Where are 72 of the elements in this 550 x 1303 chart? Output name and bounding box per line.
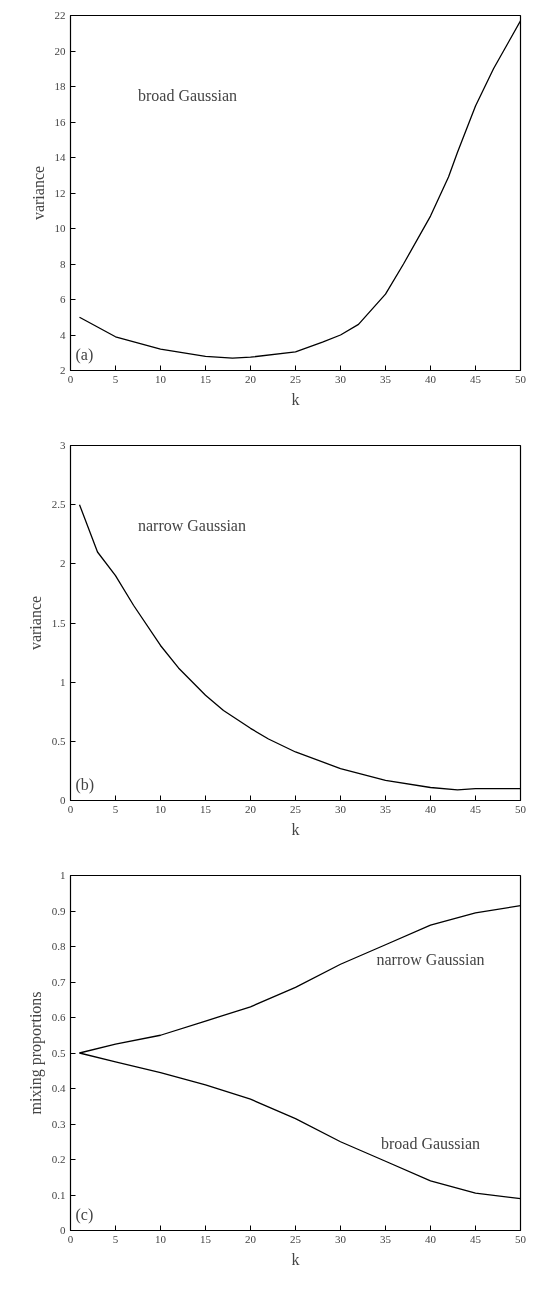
x-tick-label: 10: [155, 1232, 167, 1245]
y-tick-label: 0.6: [51, 1011, 66, 1023]
y-tick-label: 0.9: [51, 904, 66, 917]
x-tick-label: 15: [200, 1232, 212, 1245]
x-tick-label: 15: [200, 372, 212, 385]
y-tick-label: 1: [60, 869, 66, 881]
y-tick-label: 0: [60, 1224, 66, 1236]
x-tick-label: 20: [245, 802, 257, 815]
y-tick-label: 2: [60, 557, 66, 570]
y-tick-label: 18: [54, 80, 66, 92]
y-tick-label: 0.7: [51, 975, 66, 988]
x-tick-label: 45: [470, 372, 482, 385]
x-tick-label: 40: [425, 1232, 437, 1245]
y-tick-label: 0.8: [51, 940, 66, 952]
series-label: broad Gaussian: [380, 1135, 481, 1153]
y-tick-label: 0: [60, 794, 66, 806]
x-tick-label: 50: [515, 802, 527, 815]
y-tick-label: 1.5: [51, 616, 66, 629]
x-tick-label: 30: [335, 1232, 347, 1245]
y-tick-label: 6: [60, 293, 66, 305]
x-tick-label: 40: [425, 802, 437, 815]
y-tick-label: 0.1: [51, 1188, 66, 1201]
x-axis-title: k: [291, 390, 300, 408]
y-tick-label: 8: [60, 257, 66, 270]
x-tick-label: 45: [470, 1232, 482, 1245]
x-tick-label: 45: [470, 802, 482, 815]
text: narrow Gaussian: [138, 517, 246, 535]
y-tick-label: 2: [60, 364, 66, 376]
y-tick-label: 0.5: [51, 1046, 66, 1059]
x-tick-label: 25: [290, 1232, 302, 1245]
x-tick-label: 25: [290, 802, 302, 815]
y-axis-title: mixing proportions: [26, 991, 45, 1115]
x-tick-label: 25: [290, 372, 302, 385]
y-axis-title: variance: [26, 595, 44, 651]
text: broad Gaussian: [138, 87, 238, 105]
y-tick-label: 2.5: [51, 498, 66, 511]
x-tick-label: 40: [425, 372, 437, 385]
x-tick-label: 20: [245, 1232, 257, 1245]
x-tick-label: 15: [200, 802, 212, 815]
x-tick-label: 5: [112, 372, 119, 385]
y-tick-label: 16: [54, 115, 66, 128]
y-tick-label: 12: [54, 186, 66, 199]
series-label: narrow Gaussian: [376, 950, 485, 968]
x-tick-label: 35: [380, 1232, 392, 1245]
y-axis-title: variance: [29, 165, 47, 221]
annotation: (a): [75, 345, 94, 364]
y-tick-label: 14: [54, 151, 66, 163]
annotation: (b): [75, 775, 95, 794]
y-tick-label: 10: [54, 222, 66, 234]
y-tick-label: 0.2: [51, 1153, 66, 1165]
y-tick-label: 1: [60, 675, 66, 688]
annotation: (c): [75, 1205, 94, 1224]
y-tick-label: 4: [60, 328, 66, 341]
x-tick-label: 30: [335, 372, 347, 385]
x-axis-title: k: [291, 820, 300, 838]
x-tick-label: 10: [155, 372, 167, 385]
x-tick-label: 35: [380, 372, 392, 385]
y-tick-label: 20: [54, 44, 66, 57]
y-tick-label: 0.5: [51, 734, 66, 747]
y-tick-label: 3: [60, 439, 66, 451]
x-tick-label: 35: [380, 802, 392, 815]
x-tick-label: 50: [515, 372, 527, 385]
x-tick-label: 30: [335, 802, 347, 815]
x-tick-label: 5: [112, 1232, 119, 1245]
y-tick-label: 0.3: [51, 1117, 66, 1130]
y-tick-label: 22: [54, 9, 66, 21]
x-tick-label: 50: [515, 1232, 527, 1245]
x-tick-label: 10: [155, 802, 167, 815]
x-tick-label: 5: [112, 802, 119, 815]
y-tick-label: 0.4: [51, 1082, 66, 1094]
x-tick-label: 20: [245, 372, 257, 385]
x-axis-title: k: [291, 1250, 300, 1268]
